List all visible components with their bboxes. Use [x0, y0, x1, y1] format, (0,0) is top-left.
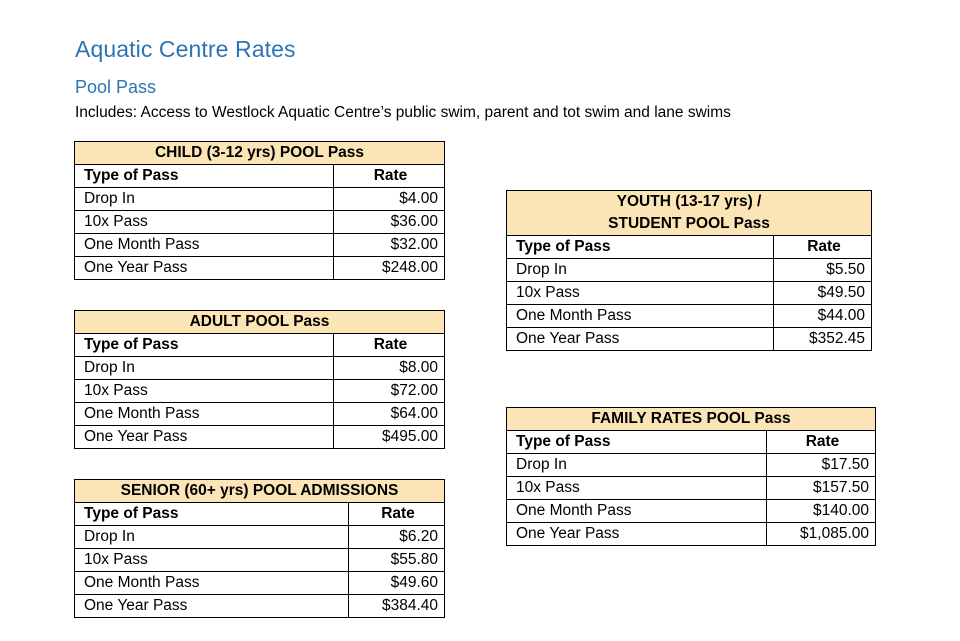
table-row: One Year Pass $352.45 [506, 327, 872, 351]
table-row: One Month Pass $49.60 [74, 571, 446, 595]
table-row: One Year Pass $495.00 [74, 425, 446, 449]
pass-rate: $64.00 [332, 402, 446, 426]
table-caption-line: STUDENT POOL Pass [608, 215, 770, 232]
table-row: One Year Pass $248.00 [74, 256, 446, 280]
pass-type: Drop In [506, 258, 774, 282]
column-header-rate: Rate [332, 164, 446, 188]
pass-type: Drop In [74, 187, 334, 211]
pass-rate: $248.00 [332, 256, 446, 280]
section-subtitle: Pool Pass [75, 77, 157, 97]
pass-rate: $17.50 [766, 453, 876, 477]
pass-type: 10x Pass [74, 379, 334, 403]
column-header-rate: Rate [773, 235, 872, 259]
table-row: Drop In $5.50 [506, 258, 872, 282]
pass-rate: $55.80 [347, 548, 446, 572]
column-header-type: Type of Pass [74, 502, 349, 526]
pass-rate: $32.00 [332, 233, 446, 257]
pass-type: One Month Pass [74, 233, 334, 257]
column-header-type: Type of Pass [74, 333, 334, 357]
table-row: 10x Pass $49.50 [506, 281, 872, 305]
pass-type: Drop In [74, 356, 334, 380]
pass-rate: $6.20 [347, 525, 446, 549]
adult-rates-table: ADULT POOL Pass Type of Pass Rate Drop I… [73, 310, 446, 449]
child-rates-table: CHILD (3-12 yrs) POOL Pass Type of Pass … [73, 141, 446, 280]
table-row: One Month Pass $140.00 [506, 499, 876, 523]
table-row: One Year Pass $1,085.00 [506, 522, 876, 546]
table-row: One Month Pass $44.00 [506, 304, 872, 328]
pass-type: 10x Pass [74, 210, 334, 234]
table-row: Drop In $8.00 [74, 356, 446, 380]
table-caption: SENIOR (60+ yrs) POOL ADMISSIONS [73, 479, 446, 503]
pass-rate: $157.50 [766, 476, 876, 500]
pass-type: One Month Pass [506, 304, 774, 328]
pass-rate: $1,085.00 [766, 522, 876, 546]
column-header-rate: Rate [347, 502, 446, 526]
pass-rate: $384.40 [347, 594, 446, 618]
table-row: 10x Pass $36.00 [74, 210, 446, 234]
table-caption: ADULT POOL Pass [73, 310, 446, 334]
table-row: One Month Pass $32.00 [74, 233, 446, 257]
pass-type: Drop In [506, 453, 767, 477]
pass-type: 10x Pass [506, 281, 774, 305]
table-row: 10x Pass $55.80 [74, 548, 446, 572]
table-caption: YOUTH (13-17 yrs) / STUDENT POOL Pass [506, 190, 872, 236]
pass-rate: $44.00 [773, 304, 872, 328]
pass-rate: $495.00 [332, 425, 446, 449]
pass-rate: $4.00 [332, 187, 446, 211]
pass-rate: $49.60 [347, 571, 446, 595]
pass-rate: $49.50 [773, 281, 872, 305]
pass-type: One Year Pass [74, 594, 349, 618]
table-caption: CHILD (3-12 yrs) POOL Pass [73, 141, 446, 165]
senior-rates-table: SENIOR (60+ yrs) POOL ADMISSIONS Type of… [73, 479, 446, 618]
pass-type: One Month Pass [74, 402, 334, 426]
table-row: One Month Pass $64.00 [74, 402, 446, 426]
table-row: Drop In $17.50 [506, 453, 876, 477]
pass-type: One Month Pass [506, 499, 767, 523]
table-row: Drop In $6.20 [74, 525, 446, 549]
pass-type: 10x Pass [506, 476, 767, 500]
pass-rate: $352.45 [773, 327, 872, 351]
description-text: Includes: Access to Westlock Aquatic Cen… [75, 104, 731, 121]
page-title: Aquatic Centre Rates [75, 36, 296, 62]
table-row: 10x Pass $157.50 [506, 476, 876, 500]
table-row: Drop In $4.00 [74, 187, 446, 211]
youth-rates-table: YOUTH (13-17 yrs) / STUDENT POOL Pass Ty… [506, 190, 872, 351]
table-caption: FAMILY RATES POOL Pass [506, 407, 876, 431]
column-header-type: Type of Pass [74, 164, 334, 188]
pass-type: One Year Pass [506, 327, 774, 351]
column-header-rate: Rate [332, 333, 446, 357]
pass-rate: $8.00 [332, 356, 446, 380]
pass-rate: $140.00 [766, 499, 876, 523]
pass-type: One Year Pass [506, 522, 767, 546]
table-caption-line: YOUTH (13-17 yrs) / [616, 193, 762, 210]
column-header-type: Type of Pass [506, 430, 767, 454]
pass-type: One Year Pass [74, 425, 334, 449]
table-row: 10x Pass $72.00 [74, 379, 446, 403]
pass-rate: $36.00 [332, 210, 446, 234]
pass-type: One Month Pass [74, 571, 349, 595]
table-row: One Year Pass $384.40 [74, 594, 446, 618]
column-header-rate: Rate [766, 430, 876, 454]
pass-rate: $72.00 [332, 379, 446, 403]
pass-type: 10x Pass [74, 548, 349, 572]
pass-type: One Year Pass [74, 256, 334, 280]
family-rates-table: FAMILY RATES POOL Pass Type of Pass Rate… [506, 407, 876, 546]
column-header-type: Type of Pass [506, 235, 774, 259]
pass-rate: $5.50 [773, 258, 872, 282]
pass-type: Drop In [74, 525, 349, 549]
